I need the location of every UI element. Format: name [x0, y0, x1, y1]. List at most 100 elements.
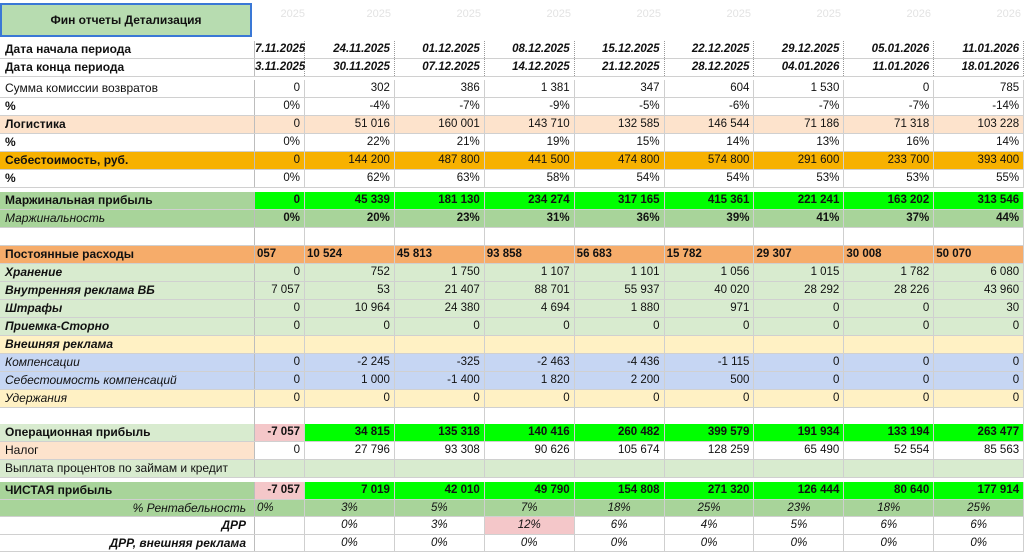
cell[interactable]: 0	[394, 390, 485, 407]
cell[interactable]	[844, 228, 935, 245]
row-label[interactable]: %	[0, 134, 255, 151]
cell[interactable]: 62%	[305, 170, 395, 187]
cell[interactable]: 105 674	[574, 442, 665, 459]
cell[interactable]: 0%	[934, 535, 1024, 551]
cell[interactable]: 234 274	[484, 192, 575, 209]
cell[interactable]: 415 361	[664, 192, 755, 209]
cell[interactable]: 604	[664, 80, 755, 97]
cell[interactable]: 0	[255, 300, 305, 317]
cell[interactable]: 3.11.2025	[255, 59, 305, 76]
cell[interactable]	[394, 228, 485, 245]
cell[interactable]	[574, 460, 665, 477]
cell[interactable]: 181 130	[394, 192, 485, 209]
cell[interactable]: -7 057	[255, 482, 305, 499]
cell[interactable]: 63%	[394, 170, 485, 187]
cell[interactable]	[844, 336, 935, 353]
cell[interactable]	[394, 408, 485, 425]
cell[interactable]: 126 444	[754, 482, 845, 499]
cell[interactable]: 34 815	[305, 424, 395, 441]
row-label[interactable]	[0, 228, 255, 245]
cell[interactable]: 1 782	[844, 264, 935, 281]
cell[interactable]: 23%	[394, 210, 485, 227]
cell[interactable]: 2 200	[574, 372, 665, 389]
cell[interactable]: 5%	[394, 500, 485, 516]
cell[interactable]: 15%	[574, 134, 665, 151]
cell[interactable]: 0%	[255, 210, 305, 227]
cell[interactable]: 01.12.2025	[394, 41, 485, 58]
row-label[interactable]: Постоянные расходы	[0, 246, 255, 263]
cell[interactable]: 25%	[664, 500, 755, 516]
cell[interactable]	[934, 228, 1024, 245]
row-label[interactable]	[0, 408, 255, 425]
cell[interactable]: 500	[664, 372, 755, 389]
cell[interactable]: 0%	[844, 535, 935, 551]
cell[interactable]: 27 796	[305, 442, 395, 459]
cell[interactable]: 399 579	[664, 424, 755, 441]
cell[interactable]: 53	[305, 282, 395, 299]
cell[interactable]: 7%	[484, 500, 575, 516]
cell[interactable]: 20%	[305, 210, 395, 227]
cell[interactable]: 143 710	[484, 116, 575, 133]
cell[interactable]	[484, 460, 575, 477]
cell[interactable]: 0	[754, 390, 845, 407]
row-label[interactable]: Операционная прибыль	[0, 424, 255, 441]
cell[interactable]	[934, 336, 1024, 353]
cell[interactable]: 44%	[934, 210, 1024, 227]
cell[interactable]: 1 381	[484, 80, 575, 97]
cell[interactable]: 291 600	[754, 152, 845, 169]
cell[interactable]: 317 165	[574, 192, 665, 209]
cell[interactable]: 30 008	[844, 246, 935, 263]
cell[interactable]: 10 524	[305, 246, 395, 263]
cell[interactable]: 1 000	[305, 372, 395, 389]
cell[interactable]: 55%	[934, 170, 1024, 187]
cell[interactable]: 160 001	[394, 116, 485, 133]
cell[interactable]: 29 307	[754, 246, 845, 263]
cell[interactable]: 0	[394, 318, 485, 335]
cell[interactable]: -7%	[844, 98, 935, 115]
cell[interactable]: 65 490	[754, 442, 845, 459]
cell[interactable]: 0	[844, 80, 935, 97]
cell[interactable]: 14%	[934, 134, 1024, 151]
cell[interactable]: 0	[255, 80, 305, 97]
cell[interactable]: 39%	[664, 210, 755, 227]
cell[interactable]: 487 800	[394, 152, 485, 169]
cell[interactable]: 29.12.2025	[754, 41, 845, 58]
cell[interactable]: 0	[934, 354, 1024, 371]
cell[interactable]: 15 782	[664, 246, 755, 263]
cell[interactable]: 36%	[574, 210, 665, 227]
cell[interactable]: 0	[574, 318, 665, 335]
cell[interactable]: 260 482	[574, 424, 665, 441]
cell[interactable]: 19%	[484, 134, 575, 151]
cell[interactable]	[934, 460, 1024, 477]
cell[interactable]: 05.01.2026	[844, 41, 935, 58]
cell[interactable]: 0	[844, 354, 935, 371]
cell[interactable]: 1 015	[754, 264, 845, 281]
cell[interactable]: 103 228	[934, 116, 1024, 133]
cell[interactable]: 1 056	[664, 264, 755, 281]
cell[interactable]	[664, 460, 755, 477]
cell[interactable]: 90 626	[484, 442, 575, 459]
cell[interactable]: 21%	[394, 134, 485, 151]
cell[interactable]: 53%	[844, 170, 935, 187]
cell[interactable]: 0	[754, 300, 845, 317]
cell[interactable]: 144 200	[305, 152, 395, 169]
cell[interactable]: 71 318	[844, 116, 935, 133]
row-label[interactable]: Себестоимость компенсаций	[0, 372, 255, 389]
cell[interactable]: 6 080	[934, 264, 1024, 281]
row-label[interactable]: Приемка-Сторно	[0, 318, 255, 335]
cell[interactable]: 3%	[394, 517, 485, 534]
cell[interactable]	[844, 408, 935, 425]
cell[interactable]: 1 101	[574, 264, 665, 281]
cell[interactable]: -9%	[484, 98, 575, 115]
cell[interactable]: 7 057	[255, 282, 305, 299]
cell[interactable]: 24.11.2025	[305, 41, 395, 58]
cell[interactable]	[255, 336, 305, 353]
cell[interactable]: 58%	[484, 170, 575, 187]
row-label[interactable]: Штрафы	[0, 300, 255, 317]
cell[interactable]: 0	[255, 192, 305, 209]
cell[interactable]: 0	[305, 318, 395, 335]
cell[interactable]: 163 202	[844, 192, 935, 209]
row-label[interactable]: %	[0, 170, 255, 187]
cell[interactable]: 0%	[394, 535, 485, 551]
cell[interactable]: 132 585	[574, 116, 665, 133]
